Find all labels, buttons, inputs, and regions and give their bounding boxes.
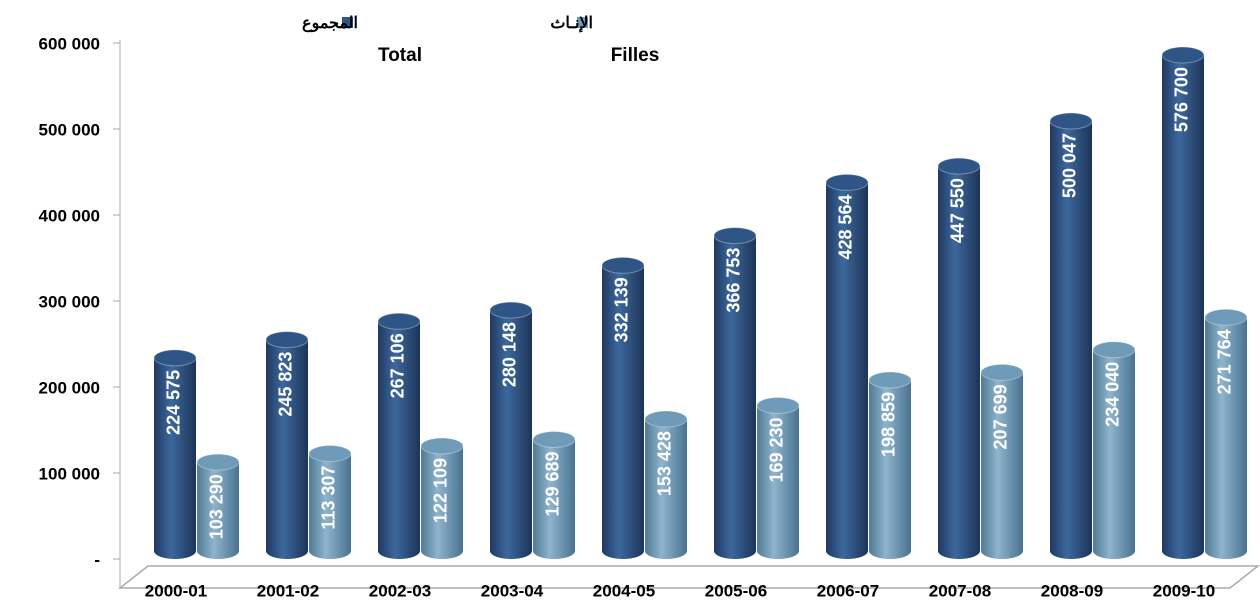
bar bbox=[869, 379, 911, 551]
bar bbox=[714, 235, 756, 552]
bar bbox=[645, 419, 687, 551]
bar bbox=[1205, 317, 1247, 551]
bar bbox=[602, 265, 644, 551]
bar-top bbox=[825, 173, 869, 191]
legend-swatch bbox=[342, 17, 353, 28]
bar-top bbox=[489, 301, 533, 319]
x-tick-label: 2005-06 bbox=[705, 581, 767, 600]
value-label: 122 109 bbox=[431, 458, 451, 523]
value-label: 113 307 bbox=[319, 466, 339, 530]
bar bbox=[1093, 349, 1135, 551]
bar-top bbox=[532, 430, 576, 448]
x-tick-label: 2006-07 bbox=[817, 581, 879, 600]
bar-top bbox=[868, 371, 912, 389]
value-label: 153 428 bbox=[655, 431, 675, 496]
bar-top bbox=[937, 157, 981, 175]
bar-top bbox=[196, 453, 240, 471]
value-label: 169 230 bbox=[767, 417, 787, 482]
value-label: 245 823 bbox=[276, 352, 296, 417]
y-tick-label: 600 000 bbox=[39, 34, 100, 53]
x-tick-label: 2004-05 bbox=[593, 581, 655, 600]
bar-top bbox=[308, 445, 352, 463]
bar-top bbox=[1161, 46, 1205, 64]
value-label: 271 764 bbox=[1215, 329, 1235, 394]
bar-top bbox=[1092, 341, 1136, 359]
bar-top bbox=[980, 363, 1024, 381]
bar-top bbox=[1049, 112, 1093, 130]
value-label: 428 564 bbox=[836, 194, 856, 259]
bar bbox=[757, 405, 799, 551]
bar bbox=[309, 453, 351, 551]
bar-top bbox=[420, 437, 464, 455]
x-tick-label: 2000-01 bbox=[145, 581, 207, 600]
y-tick-label: 100 000 bbox=[39, 464, 100, 483]
bar bbox=[938, 166, 980, 551]
legend-label: Filles bbox=[611, 45, 660, 66]
legend-label-ar: المجموع bbox=[302, 15, 358, 33]
bar-top bbox=[1204, 308, 1248, 326]
bar bbox=[1050, 120, 1092, 551]
bar bbox=[154, 357, 196, 551]
bar-top bbox=[265, 331, 309, 349]
x-tick-label: 2001-02 bbox=[257, 581, 319, 600]
value-label: 129 689 bbox=[543, 451, 563, 516]
value-label: 224 575 bbox=[164, 370, 184, 435]
value-label: 576 700 bbox=[1172, 67, 1192, 132]
bar-top bbox=[644, 410, 688, 428]
value-label: 103 290 bbox=[207, 474, 227, 539]
bar bbox=[421, 445, 463, 551]
legend-label-ar: الإنـاث bbox=[550, 15, 593, 32]
x-tick-label: 2007-08 bbox=[929, 581, 991, 600]
value-label: 234 040 bbox=[1103, 362, 1123, 427]
value-label: 267 106 bbox=[388, 333, 408, 398]
x-tick-label: 2003-04 bbox=[481, 581, 544, 600]
value-label: 447 550 bbox=[948, 178, 968, 243]
y-tick-label: 500 000 bbox=[39, 120, 100, 139]
bar bbox=[981, 372, 1023, 551]
bar bbox=[826, 182, 868, 551]
bar-top bbox=[756, 396, 800, 414]
x-tick-label: 2008-09 bbox=[1041, 581, 1103, 600]
value-label: 207 699 bbox=[991, 384, 1011, 449]
bar bbox=[490, 310, 532, 551]
y-tick-label: 300 000 bbox=[39, 292, 100, 311]
bar-top bbox=[153, 349, 197, 367]
value-label: 332 139 bbox=[612, 277, 632, 342]
bar-top bbox=[601, 256, 645, 274]
legend-swatch bbox=[577, 17, 588, 28]
bar bbox=[197, 462, 239, 551]
x-tick-label: 2009-10 bbox=[1153, 581, 1215, 600]
legend-label: Total bbox=[378, 45, 422, 66]
bar bbox=[378, 321, 420, 551]
y-tick-label: - bbox=[94, 550, 100, 569]
bar bbox=[533, 439, 575, 551]
value-label: 198 859 bbox=[879, 392, 899, 457]
bar-top bbox=[713, 227, 757, 245]
bar bbox=[1162, 55, 1204, 552]
bar bbox=[266, 339, 308, 551]
value-label: 280 148 bbox=[500, 322, 520, 387]
value-label: 500 047 bbox=[1060, 133, 1080, 198]
floor bbox=[117, 565, 1260, 589]
x-tick-label: 2002-03 bbox=[369, 581, 431, 600]
y-tick-label: 200 000 bbox=[39, 378, 100, 397]
y-tick-label: 400 000 bbox=[39, 206, 100, 225]
value-label: 366 753 bbox=[724, 248, 744, 313]
bar-top bbox=[377, 312, 421, 330]
